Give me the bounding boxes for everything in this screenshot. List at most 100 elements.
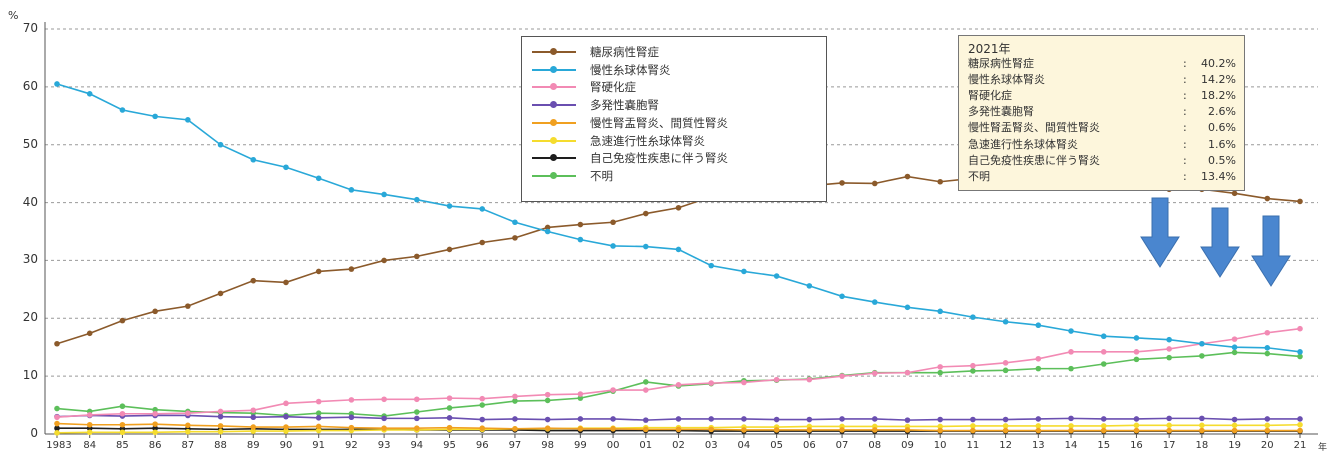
data-point bbox=[1133, 422, 1140, 429]
data-point bbox=[610, 387, 616, 393]
data-point bbox=[54, 405, 60, 412]
summary-name: 不明 bbox=[968, 169, 990, 183]
data-point bbox=[1166, 415, 1172, 422]
data-point bbox=[806, 427, 813, 433]
data-point bbox=[315, 415, 322, 421]
data-point bbox=[871, 370, 878, 377]
data-point bbox=[1297, 416, 1303, 422]
x-tick-label: 91 bbox=[312, 440, 326, 451]
data-point bbox=[937, 427, 943, 434]
data-point bbox=[446, 395, 453, 401]
data-point bbox=[479, 416, 486, 423]
series-4 bbox=[54, 412, 1303, 423]
legend-item: 多発性嚢胞腎 bbox=[532, 98, 659, 112]
series-2 bbox=[54, 81, 1303, 355]
x-tick-label: 02 bbox=[672, 440, 685, 451]
data-point bbox=[119, 410, 126, 417]
x-tick-label: 03 bbox=[704, 440, 718, 451]
data-point bbox=[577, 425, 584, 432]
data-point bbox=[577, 221, 584, 228]
summary-colon: : bbox=[1183, 121, 1187, 135]
legend-swatch bbox=[532, 45, 576, 59]
series-lines bbox=[54, 81, 1303, 436]
x-tick-label: 08 bbox=[868, 440, 882, 451]
data-point bbox=[1297, 421, 1303, 428]
legend-label: 自己免疫性疾患に伴う腎炎 bbox=[590, 151, 728, 166]
data-point bbox=[152, 113, 158, 120]
x-tick-label: 06 bbox=[802, 440, 816, 451]
data-point bbox=[512, 425, 518, 432]
x-tick-label: 92 bbox=[345, 440, 358, 451]
x-tick-label: 10 bbox=[933, 440, 947, 451]
legend-item: 不明 bbox=[532, 169, 613, 183]
data-point bbox=[1002, 416, 1009, 423]
data-point bbox=[806, 283, 813, 289]
data-point bbox=[86, 429, 93, 436]
data-point bbox=[152, 308, 158, 315]
series-5 bbox=[54, 420, 1303, 434]
data-point bbox=[1133, 427, 1140, 434]
data-point bbox=[1035, 365, 1042, 372]
x-axis-unit: 年 bbox=[1318, 443, 1328, 453]
data-point bbox=[512, 416, 518, 422]
legend-label: 急速進行性糸球体腎炎 bbox=[590, 133, 705, 148]
data-point bbox=[315, 410, 322, 416]
legend-label: 腎硬化症 bbox=[590, 80, 636, 95]
summary-name: 多発性嚢胞腎 bbox=[968, 105, 1034, 119]
data-point bbox=[348, 266, 355, 272]
legend-swatch bbox=[532, 116, 576, 130]
data-point bbox=[675, 246, 682, 253]
data-point bbox=[1068, 415, 1074, 422]
data-point bbox=[1100, 333, 1107, 340]
x-tick-label: 17 bbox=[1162, 440, 1176, 451]
legend-swatch bbox=[532, 80, 576, 94]
y-tick-label: 40 bbox=[22, 194, 38, 209]
data-point bbox=[250, 277, 257, 284]
data-point bbox=[1264, 329, 1271, 336]
y-tick-label: 20 bbox=[22, 310, 38, 325]
summary-value: 0.5% bbox=[1208, 153, 1236, 167]
data-point bbox=[839, 180, 845, 186]
data-point bbox=[54, 81, 60, 87]
legend-item: 慢性腎盂腎炎、間質性腎炎 bbox=[532, 116, 728, 130]
data-point bbox=[86, 91, 93, 97]
data-point bbox=[544, 425, 551, 432]
summary-row: 自己免疫性疾患に伴う腎炎: 0.5% bbox=[968, 154, 1240, 167]
data-point bbox=[544, 416, 551, 423]
down-arrow-icon bbox=[1251, 215, 1291, 287]
x-tick-label: 05 bbox=[770, 440, 783, 451]
data-point bbox=[217, 423, 224, 429]
data-point bbox=[544, 224, 551, 231]
data-point bbox=[708, 416, 715, 422]
data-point bbox=[773, 416, 780, 423]
data-point bbox=[185, 422, 191, 429]
data-point bbox=[1264, 416, 1271, 422]
x-tick-label: 95 bbox=[443, 440, 456, 451]
data-point bbox=[414, 415, 420, 422]
data-point bbox=[544, 228, 551, 235]
data-point bbox=[610, 425, 616, 432]
data-point bbox=[1199, 340, 1205, 347]
data-point bbox=[1199, 427, 1205, 434]
data-point bbox=[315, 268, 322, 275]
data-point bbox=[1035, 427, 1042, 434]
data-point bbox=[642, 243, 649, 250]
data-point bbox=[741, 427, 747, 433]
data-point bbox=[119, 317, 126, 324]
x-tick-label: 98 bbox=[541, 440, 555, 451]
data-point bbox=[871, 427, 878, 433]
data-point bbox=[806, 416, 813, 423]
x-tick-label: 94 bbox=[410, 440, 424, 451]
data-point bbox=[86, 412, 93, 418]
summary-colon: : bbox=[1183, 73, 1187, 87]
data-point bbox=[741, 416, 747, 422]
data-point bbox=[446, 203, 453, 209]
down-arrow-icon bbox=[1200, 207, 1240, 278]
data-point bbox=[1199, 353, 1205, 359]
data-point bbox=[1231, 422, 1238, 429]
data-point bbox=[1068, 349, 1074, 355]
summary-colon: : bbox=[1183, 105, 1187, 119]
data-point bbox=[1133, 416, 1140, 422]
summary-name: 腎硬化症 bbox=[968, 89, 1012, 103]
